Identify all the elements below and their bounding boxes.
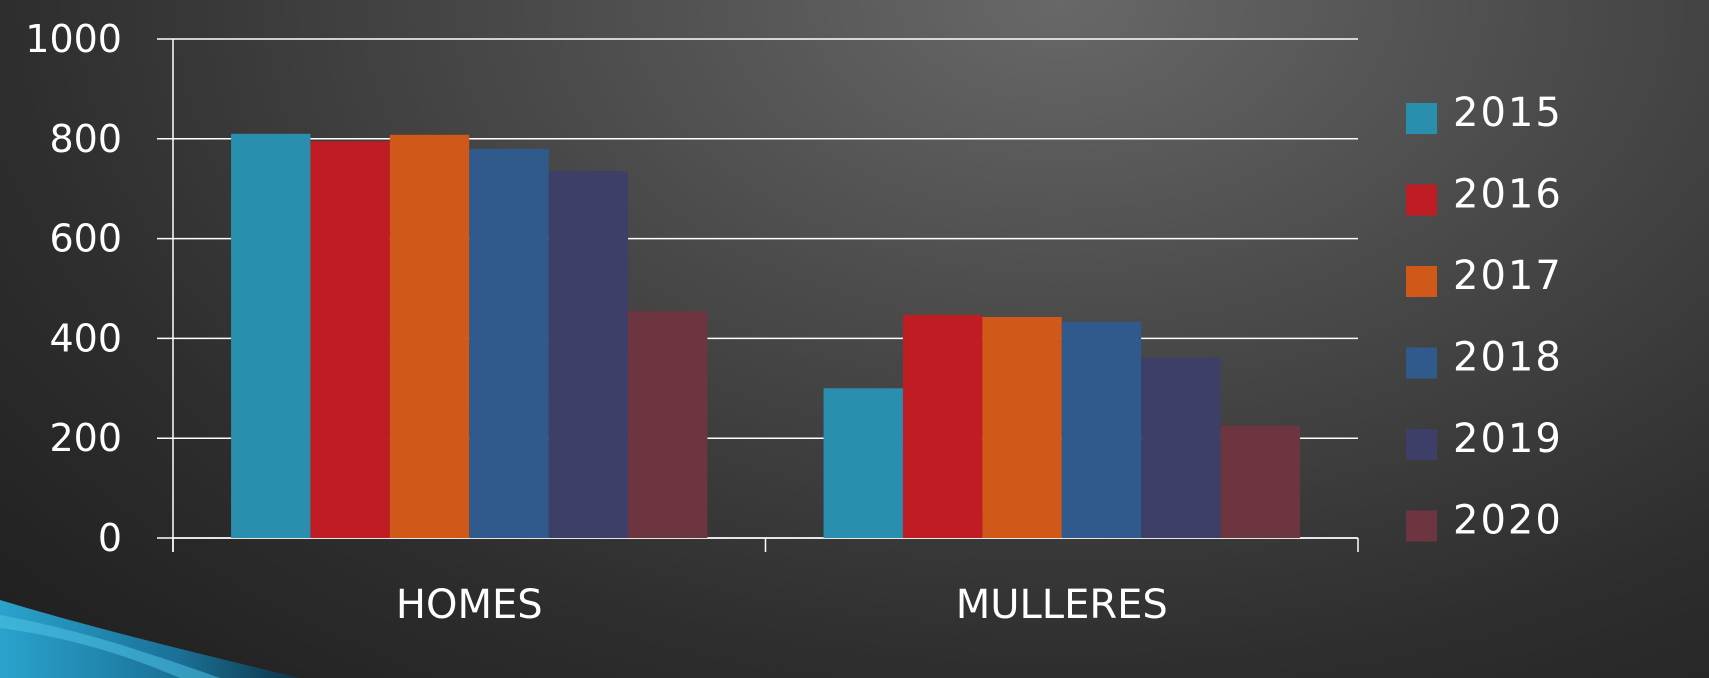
legend: 2015 2016 2017 2018 2019 2020 (1406, 90, 1563, 544)
bar-2015-mulleres (823, 388, 903, 538)
decorative-swoosh-highlight (0, 615, 220, 678)
legend-swatch-2017 (1406, 266, 1437, 297)
legend-swatch-2016 (1406, 184, 1437, 216)
bar-2015-homes (231, 133, 311, 538)
bar-2016-homes (310, 141, 390, 539)
bar-2019-mulleres (1141, 357, 1221, 538)
legend-label-2016: 2016 (1453, 172, 1563, 218)
y-tick-label: 800 (49, 117, 122, 161)
y-tick-label: 600 (49, 217, 122, 261)
legend-swatch-2018 (1406, 347, 1437, 379)
bar-2016-mulleres (902, 314, 983, 538)
y-tick-label: 200 (49, 416, 122, 460)
bars (231, 133, 1300, 539)
y-tick-label: 1000 (25, 17, 122, 61)
bar-2018-mulleres (1061, 321, 1142, 538)
bar-2018-homes (469, 148, 549, 538)
legend-label-2018: 2018 (1453, 335, 1563, 381)
legend-label-2017: 2017 (1453, 253, 1563, 299)
bar-2020-mulleres (1220, 425, 1300, 538)
legend-label-2015: 2015 (1453, 90, 1563, 136)
y-tick-label: 0 (98, 516, 122, 560)
decorative-swoosh (0, 600, 300, 678)
bar-2020-homes (628, 310, 708, 538)
legend-label-2020: 2020 (1453, 498, 1563, 544)
bar-2017-mulleres (982, 316, 1062, 538)
x-axis-category-labels: HOMES MULLERES (396, 582, 1168, 628)
y-tick-label: 400 (49, 316, 122, 360)
bar-2017-homes (389, 134, 470, 539)
bar-2019-homes (548, 171, 629, 539)
x-category-label: HOMES (396, 582, 543, 628)
y-axis-tick-labels: 0 200 400 600 800 1000 (25, 17, 122, 560)
legend-swatch-2020 (1406, 510, 1437, 542)
x-category-label: MULLERES (956, 582, 1168, 628)
legend-label-2019: 2019 (1453, 416, 1563, 462)
legend-swatch-2019 (1406, 429, 1437, 460)
legend-swatch-2015 (1406, 103, 1437, 134)
